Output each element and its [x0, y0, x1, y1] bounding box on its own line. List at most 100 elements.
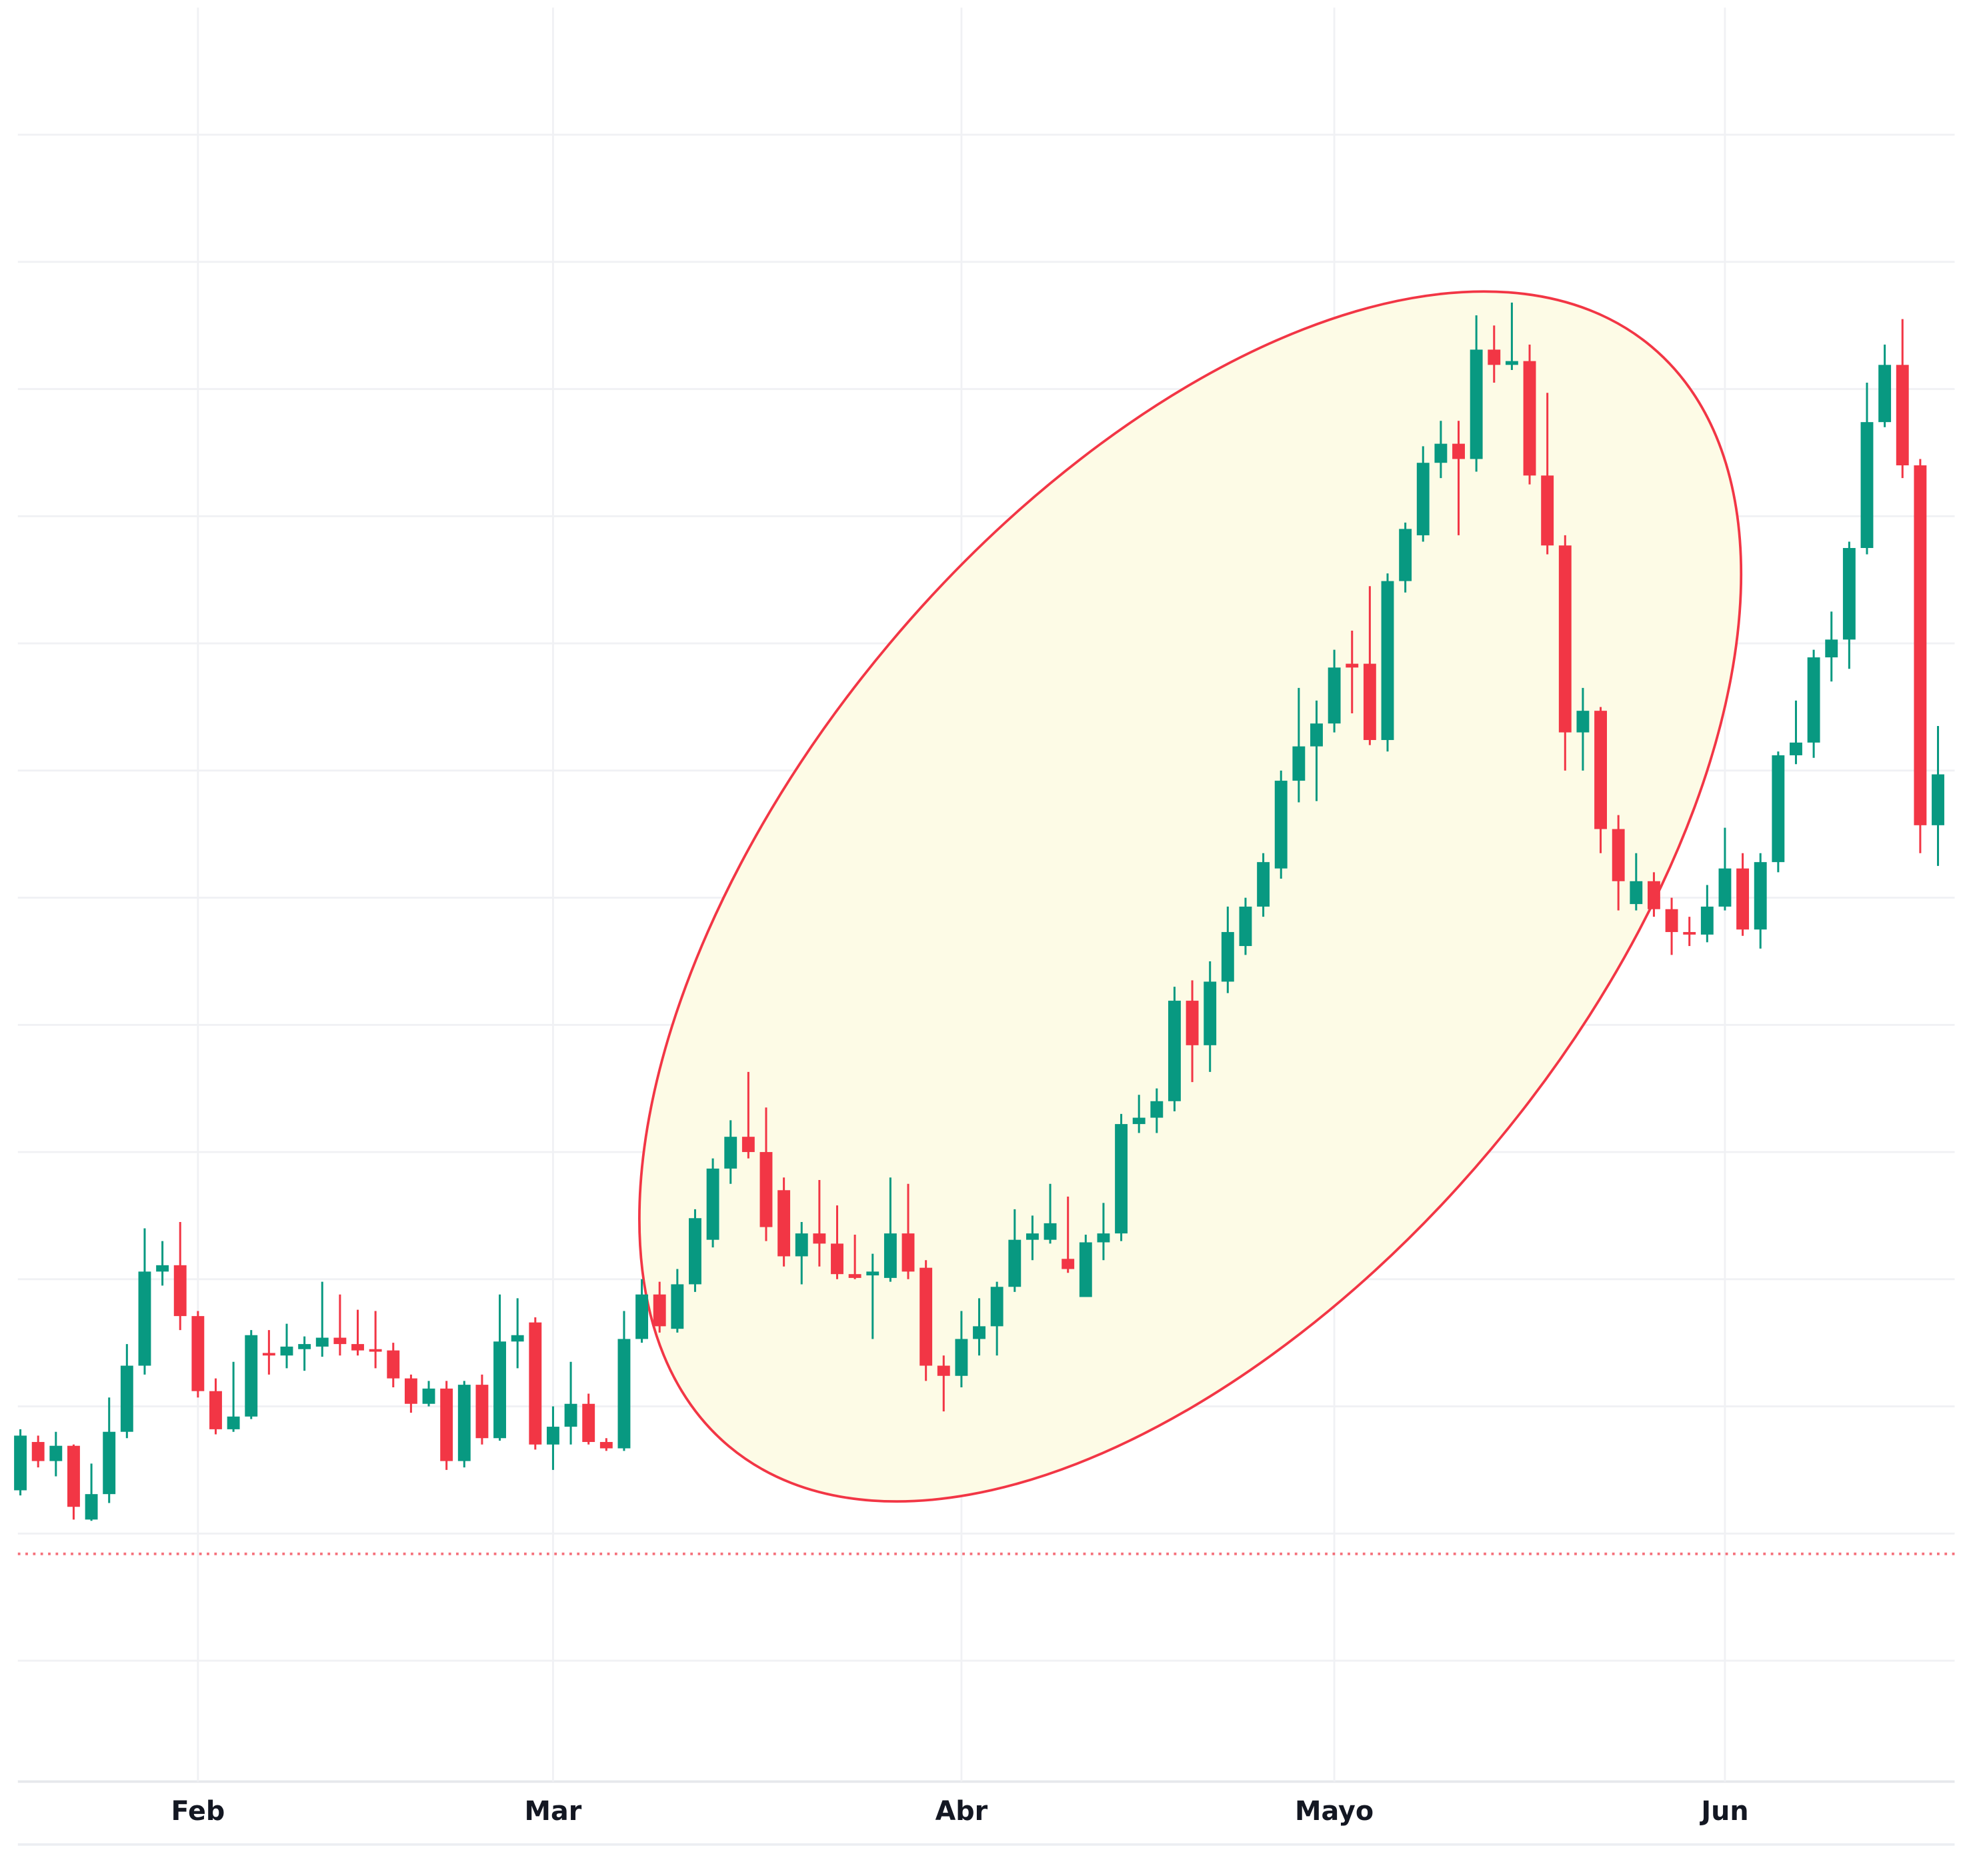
candle-body	[493, 1341, 506, 1439]
candle-body	[1381, 581, 1394, 741]
candle-body	[1346, 663, 1359, 668]
candle-body	[120, 1365, 133, 1432]
candle-body	[209, 1391, 222, 1429]
candle-body	[1842, 548, 1856, 640]
candle-body	[813, 1233, 826, 1244]
candle-body	[653, 1294, 666, 1327]
candle-body	[741, 1137, 755, 1153]
candle-body	[1541, 475, 1554, 546]
candle-body	[103, 1431, 116, 1495]
candle-body	[582, 1403, 595, 1442]
candle-body	[67, 1445, 80, 1507]
candle-body	[369, 1349, 382, 1352]
candle-body	[955, 1339, 968, 1376]
candle-body	[1825, 639, 1838, 658]
candle-body	[475, 1385, 489, 1439]
candle-body	[1257, 862, 1270, 907]
candle-body	[49, 1445, 63, 1461]
candle-body	[617, 1339, 631, 1449]
candle-body	[31, 1441, 45, 1461]
candle-body	[529, 1322, 542, 1445]
candle-body	[1221, 932, 1234, 982]
candle-body	[1896, 365, 1909, 466]
candle-body	[1612, 829, 1625, 881]
candle-body	[156, 1265, 169, 1272]
candle-body	[1239, 906, 1252, 947]
candle-body	[1700, 906, 1714, 935]
candle-body	[1132, 1117, 1146, 1125]
candle-body	[1204, 981, 1217, 1045]
candle-body	[724, 1137, 737, 1169]
candle-body	[1665, 909, 1678, 933]
candle-body	[14, 1435, 27, 1491]
candle-body	[1594, 711, 1607, 829]
candle-body	[1292, 746, 1306, 781]
candle-body	[227, 1416, 240, 1429]
candle-body	[85, 1494, 98, 1520]
candle-body	[1772, 755, 1785, 863]
candle-body	[1150, 1101, 1164, 1118]
candle-body	[333, 1337, 347, 1345]
candle-body	[298, 1344, 311, 1349]
candle-body	[1914, 465, 1927, 825]
candle-body	[883, 1233, 897, 1278]
candle-body	[599, 1441, 613, 1449]
candle-body	[635, 1294, 649, 1339]
candle-body	[546, 1427, 559, 1445]
candle-body	[848, 1274, 861, 1278]
candle-body	[1488, 349, 1501, 365]
candle-body	[1026, 1233, 1039, 1240]
candle-body	[262, 1353, 275, 1356]
candle-body	[422, 1388, 435, 1404]
candle-body	[671, 1284, 684, 1329]
candle-body	[1363, 663, 1376, 741]
candle-body	[831, 1243, 843, 1275]
candle-body	[1736, 868, 1750, 930]
candle-body	[919, 1267, 933, 1366]
candle-body	[1328, 667, 1341, 724]
x-tick-label: Abr	[935, 1796, 988, 1827]
candle-body	[1470, 349, 1483, 459]
candle-body	[1718, 868, 1732, 907]
candle-body	[280, 1346, 293, 1356]
x-tick-label: Jun	[1699, 1796, 1748, 1827]
candle-body	[1576, 711, 1590, 733]
candle-body	[1115, 1124, 1128, 1234]
candle-body	[1452, 443, 1465, 459]
candle-body	[440, 1388, 453, 1461]
candle-body	[1505, 361, 1518, 365]
candle-body	[1647, 881, 1660, 909]
candle-body	[1274, 781, 1288, 869]
candle-body	[1630, 881, 1643, 905]
candle-body	[1399, 529, 1412, 581]
candle-body	[1807, 657, 1820, 743]
candle-body	[511, 1335, 524, 1342]
candle-body	[1523, 361, 1536, 476]
candle-body	[1790, 742, 1802, 755]
candle-body	[1932, 774, 1944, 825]
x-tick-label: Mayo	[1295, 1796, 1374, 1827]
candle-body	[1434, 443, 1448, 463]
candle-body	[1416, 463, 1430, 535]
candle-body	[245, 1335, 258, 1417]
candle-body	[973, 1326, 985, 1339]
candle-body	[759, 1152, 773, 1227]
x-tick-label: Mar	[525, 1796, 582, 1827]
candle-body	[795, 1233, 808, 1257]
candle-body	[1683, 932, 1696, 935]
candle-body	[191, 1316, 205, 1391]
candle-body	[1097, 1233, 1110, 1243]
candle-body	[173, 1265, 187, 1317]
candle-body	[404, 1378, 417, 1404]
candle-body	[1310, 723, 1323, 747]
candle-body	[777, 1190, 791, 1257]
candle-body	[351, 1344, 364, 1351]
highlight-ellipse	[638, 290, 1743, 1503]
candle-body	[1008, 1239, 1022, 1287]
candle-body	[1168, 1001, 1181, 1101]
candle-body	[901, 1233, 915, 1272]
candle-body	[315, 1337, 329, 1347]
candle-body	[138, 1271, 151, 1366]
candle-body	[1079, 1242, 1092, 1297]
